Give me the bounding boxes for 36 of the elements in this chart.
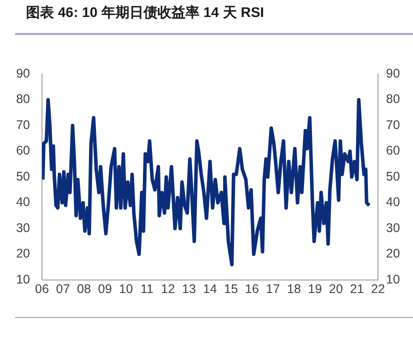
x-tick-label: 15 (224, 282, 238, 296)
x-tick-label: 20 (329, 282, 343, 296)
y2-tick-label: 80 (386, 92, 400, 106)
x-tick-label: 12 (161, 282, 175, 296)
x-tick-label: 09 (98, 282, 112, 296)
y-tick-label: 90 (16, 66, 30, 80)
y-tick-label: 50 (16, 169, 30, 184)
y2-tick-label: 90 (386, 66, 400, 80)
y2-tick-label: 30 (386, 220, 400, 235)
x-tick-label: 18 (287, 282, 301, 296)
x-tick-label: 10 (119, 282, 133, 296)
y-tick-label: 60 (16, 144, 30, 158)
chart-title: 图表 46: 10 年期日债收益率 14 天 RSI (26, 4, 264, 22)
y2-tick-label: 60 (386, 144, 400, 158)
x-tick-label: 06 (35, 282, 49, 296)
x-tick-label: 19 (308, 282, 322, 296)
x-tick-label: 11 (140, 282, 154, 296)
y2-tick-label: 10 (386, 272, 400, 286)
y2-tick-label: 40 (386, 195, 400, 210)
y-tick-label: 20 (16, 246, 30, 261)
y-tick-label: 70 (16, 118, 30, 132)
x-tick-label: 07 (56, 282, 70, 296)
y-tick-label: 30 (16, 220, 30, 235)
y2-tick-label: 50 (386, 169, 400, 184)
x-tick-label: 14 (203, 282, 217, 296)
y-tick-label: 10 (16, 272, 30, 286)
y2-tick-label: 70 (386, 118, 400, 132)
x-tick-label: 21 (350, 282, 364, 296)
x-tick-label: 16 (245, 282, 259, 296)
x-tick-label: 08 (77, 282, 91, 296)
y-tick-label: 80 (16, 92, 30, 106)
x-tick-label: 17 (266, 282, 280, 296)
x-tick-label: 22 (371, 282, 385, 296)
x-tick-label: 13 (182, 282, 196, 296)
y2-tick-label: 20 (386, 246, 400, 261)
y-tick-label: 40 (16, 195, 30, 210)
